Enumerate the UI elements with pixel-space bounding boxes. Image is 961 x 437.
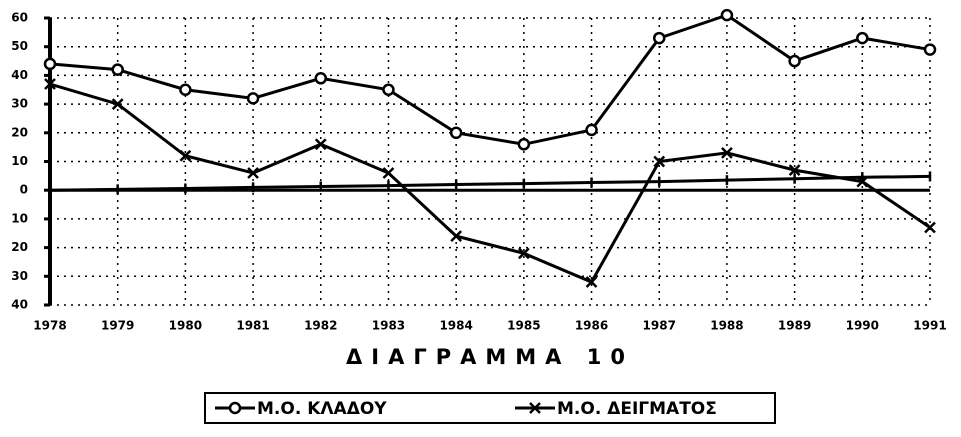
point-marker — [382, 167, 395, 179]
x-tick-label: 1984 — [439, 319, 472, 333]
point-marker — [856, 31, 869, 45]
x-tick-label: 1982 — [304, 319, 337, 333]
point-marker — [653, 155, 666, 168]
series-line — [49, 174, 931, 192]
x-tick-label: 1983 — [372, 319, 405, 333]
point-marker — [517, 138, 531, 151]
point-marker — [450, 230, 463, 243]
point-marker — [529, 402, 541, 414]
point-marker — [720, 8, 734, 22]
point-marker — [382, 83, 395, 96]
x-tick-label: 1980 — [169, 319, 202, 333]
point-marker — [246, 92, 260, 105]
point-marker — [179, 83, 192, 96]
y-tick-label: 0 — [20, 183, 28, 197]
y-tick-label: 40 — [11, 298, 28, 312]
point-marker — [652, 31, 666, 45]
point-marker — [924, 221, 936, 234]
legend-box — [204, 392, 776, 424]
x-tick-label: 1978 — [33, 319, 66, 333]
legend-label: Μ.Ο. ΚΛΑΔΟΥ — [257, 399, 387, 419]
point-marker — [788, 54, 801, 68]
y-tick-label: 10 — [11, 211, 28, 225]
y-tick-label: 30 — [11, 269, 28, 283]
y-tick-label: 40 — [11, 68, 28, 82]
y-tick-label: 20 — [11, 240, 28, 254]
series-line — [49, 13, 931, 146]
legend-label: Μ.Ο. ΔΕΙΓΜΑΤΟΣ — [557, 399, 717, 419]
x-tick-label: 1989 — [778, 319, 811, 333]
point-marker — [111, 98, 124, 110]
series-line — [49, 82, 931, 284]
point-marker — [111, 63, 124, 76]
point-marker — [247, 167, 259, 179]
y-tick-label: 30 — [11, 97, 28, 111]
x-tick-label: 1988 — [710, 319, 743, 333]
point-marker — [449, 126, 463, 140]
point-marker — [517, 247, 530, 260]
x-tick-label: 1985 — [507, 319, 540, 333]
point-marker — [179, 149, 192, 162]
point-marker — [314, 138, 327, 151]
x-tick-label: 1986 — [575, 319, 608, 333]
x-tick-label: 1979 — [101, 319, 134, 333]
y-tick-label: 10 — [11, 154, 28, 168]
y-tick-label: 20 — [11, 125, 28, 139]
x-tick-label: 1987 — [643, 319, 676, 333]
point-marker — [585, 123, 598, 137]
x-tick-label: 1990 — [846, 319, 879, 333]
x-tick-label: 1981 — [236, 319, 269, 333]
point-marker — [721, 147, 733, 159]
point-marker — [314, 72, 328, 85]
point-marker — [228, 401, 242, 415]
point-marker — [585, 276, 598, 288]
point-marker — [43, 57, 57, 71]
x-tick-label: 1991 — [913, 319, 946, 333]
y-tick-label: 60 — [11, 11, 28, 25]
point-marker — [44, 78, 56, 90]
point-marker — [923, 43, 937, 56]
y-tick-label: 50 — [11, 39, 28, 53]
point-marker — [788, 164, 801, 176]
chart-title: ΔΙΑΓΡΑΜΜΑ 10 — [346, 345, 634, 369]
